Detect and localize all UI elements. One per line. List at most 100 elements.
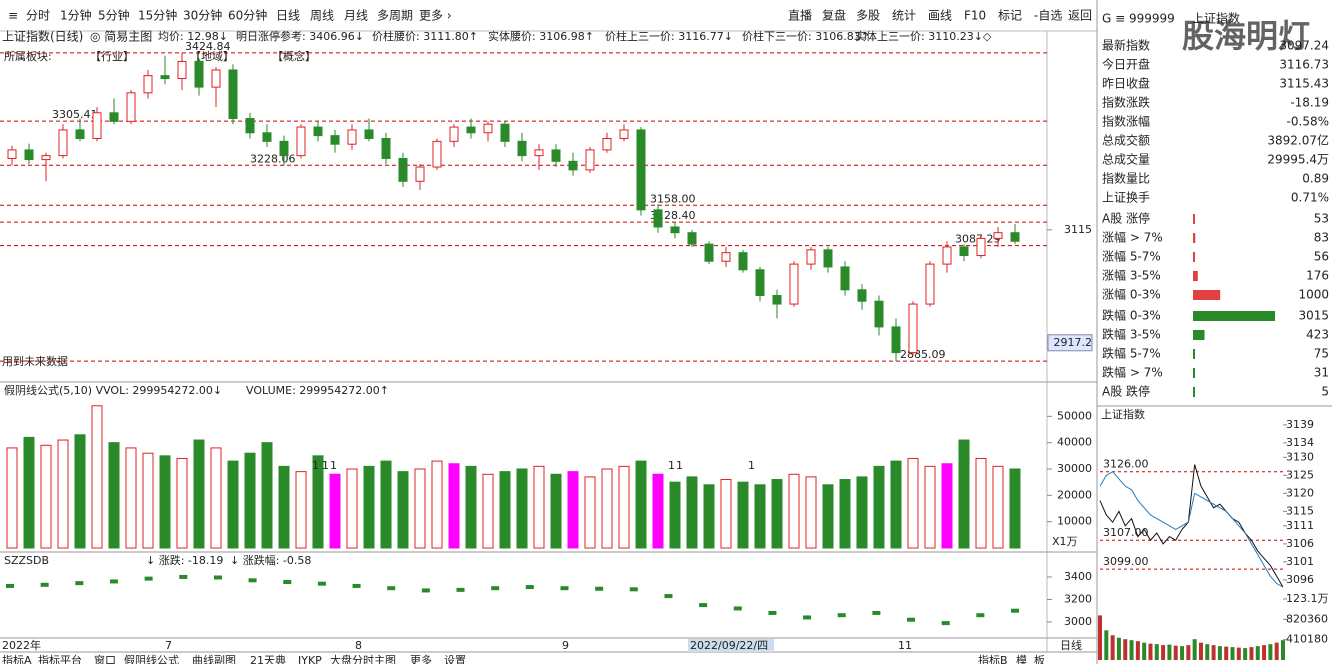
bottom-tab[interactable]: 假阴线公式 — [124, 653, 179, 664]
volume-bar — [635, 460, 647, 549]
intraday-volume-bar — [1154, 644, 1159, 660]
sub-mark — [699, 603, 708, 608]
y-tick-label: 3096 — [1286, 573, 1314, 586]
volume-bar — [737, 481, 749, 549]
y-tick-label: 3134 — [1286, 436, 1314, 449]
toolbar-tab[interactable]: 1分钟 — [60, 8, 92, 23]
breadth-label: 跌幅 > 7% — [1102, 365, 1163, 380]
toolbar-tab[interactable]: 30分钟 — [183, 8, 222, 23]
stat-value: 3116.73 — [1279, 58, 1329, 72]
sub-mark — [248, 578, 257, 583]
bottom-tab[interactable]: JYKP — [297, 654, 322, 664]
toolbar-tab[interactable]: 多周期 — [377, 9, 413, 23]
intraday-volume-bar — [1274, 642, 1279, 660]
candle-body — [619, 129, 629, 139]
toolbar-tab[interactable]: 15分钟 — [138, 8, 177, 23]
volume-bar — [958, 439, 970, 549]
breadth-value: 423 — [1306, 328, 1329, 342]
toolbar-button[interactable]: -自选 — [1034, 9, 1062, 23]
intraday-volume-bar — [1230, 647, 1235, 660]
toolbar-button[interactable]: 画线 — [928, 9, 952, 23]
toolbar-tab[interactable]: 60分钟 — [228, 8, 267, 23]
stat-label: 指数涨跌 — [1102, 95, 1150, 110]
breadth-bar — [1193, 368, 1195, 378]
y-tick-label: 3125 — [1286, 468, 1314, 481]
volume-bar — [992, 465, 1004, 549]
toolbar-button[interactable]: 标记 — [998, 9, 1022, 23]
sub-mark — [75, 581, 84, 586]
intraday-volume-bar — [1211, 645, 1216, 660]
candle-body — [840, 266, 850, 291]
y-tick-label: 3115 — [1286, 504, 1314, 517]
bottom-tab[interactable]: 窗口 — [94, 653, 116, 664]
flag-label: 1 — [322, 459, 329, 472]
menu-icon[interactable]: ≡ — [8, 9, 18, 23]
intraday-volume-bar — [1161, 645, 1166, 660]
bottom-tab[interactable]: 指标A — [2, 653, 32, 664]
candle-body — [585, 149, 595, 171]
bottom-tab[interactable]: 更多 — [410, 653, 432, 664]
bottom-tab[interactable]: 设置 — [444, 654, 466, 664]
candle-body — [126, 92, 136, 122]
toolbar-button[interactable]: 多股 — [856, 9, 880, 23]
intraday-volume-bar — [1198, 642, 1203, 660]
volume-bar — [1009, 468, 1021, 549]
breadth-value: 5 — [1321, 385, 1329, 399]
bottom-tab[interactable]: 指标平台 — [38, 653, 82, 664]
volume-bar — [57, 439, 69, 549]
period-label[interactable]: 日线 — [1060, 638, 1082, 652]
toolbar-tab[interactable]: 分时 — [26, 9, 50, 23]
date-label: 2022/09/22/四 — [690, 639, 768, 652]
bottom-tab[interactable]: 大盘分时主图 — [330, 653, 396, 664]
unit-label: X1万 — [1052, 535, 1078, 548]
toolbar-button[interactable]: 统计 — [892, 9, 916, 23]
toolbar-tab[interactable]: 月线 — [344, 9, 368, 23]
bottom-tab[interactable]: 21天典 — [250, 653, 286, 664]
toolbar-tab[interactable]: 更多 › — [419, 9, 452, 23]
sub-change-pct: ↓ 涨跌幅: -0.58 — [230, 553, 311, 567]
stat-value: 3892.07亿 — [1267, 133, 1329, 148]
header-item: 价柱腰价: 3111.80↑ — [372, 29, 478, 43]
sub-mark — [283, 580, 292, 585]
flag-label: 1 — [330, 459, 337, 472]
candle-body — [364, 129, 374, 139]
volume-bar — [414, 468, 426, 549]
intraday-volume-bar — [1205, 644, 1210, 660]
sub-mark — [629, 587, 638, 592]
stat-value: 3097.24 — [1279, 39, 1329, 53]
toolbar-button[interactable]: 返回 — [1068, 9, 1092, 23]
toolbar-tab[interactable]: 周线 — [310, 9, 334, 23]
y-tick-label: 3200 — [1064, 592, 1092, 605]
toolbar-button[interactable]: 直播 — [788, 9, 812, 23]
bottom-tab[interactable]: 板 — [1034, 653, 1045, 664]
toolbar-button[interactable]: F10 — [964, 9, 986, 23]
volume-bar — [193, 439, 205, 549]
y-tick-label: 2917.2 — [1054, 336, 1093, 349]
toolbar-button[interactable]: 复盘 — [822, 8, 846, 23]
candle-body — [789, 263, 799, 305]
breadth-value: 3015 — [1298, 309, 1329, 323]
intraday-volume-bar — [1135, 641, 1140, 660]
bottom-tab[interactable]: 指标B — [978, 653, 1008, 664]
candle-body — [823, 249, 833, 268]
y-tick-label: 123.1万 — [1286, 592, 1329, 605]
candle-body — [908, 303, 918, 354]
level-label: 3424.84 — [185, 40, 231, 53]
toolbar-tab[interactable]: 5分钟 — [98, 8, 130, 23]
bottom-tab[interactable]: 模 — [1016, 654, 1027, 664]
volume-bar — [482, 473, 494, 549]
volume-bar — [40, 444, 52, 549]
date-label: 2022年 — [2, 638, 41, 652]
candle-body — [976, 237, 986, 257]
toolbar-tab[interactable]: 日线 — [276, 9, 300, 23]
flag-label: 1 — [668, 459, 675, 472]
intraday-volume-bar — [1192, 639, 1197, 660]
candle-body — [466, 126, 476, 134]
flag-label: 1 — [312, 459, 319, 472]
bottom-tab[interactable]: 曲线副图 — [192, 653, 236, 664]
sub-mark — [40, 582, 49, 587]
volume-bar — [210, 447, 222, 549]
stat-label: 最新指数 — [1102, 38, 1150, 53]
panel-code: G ≡ 999999 — [1102, 12, 1175, 26]
candle-body — [313, 126, 323, 137]
